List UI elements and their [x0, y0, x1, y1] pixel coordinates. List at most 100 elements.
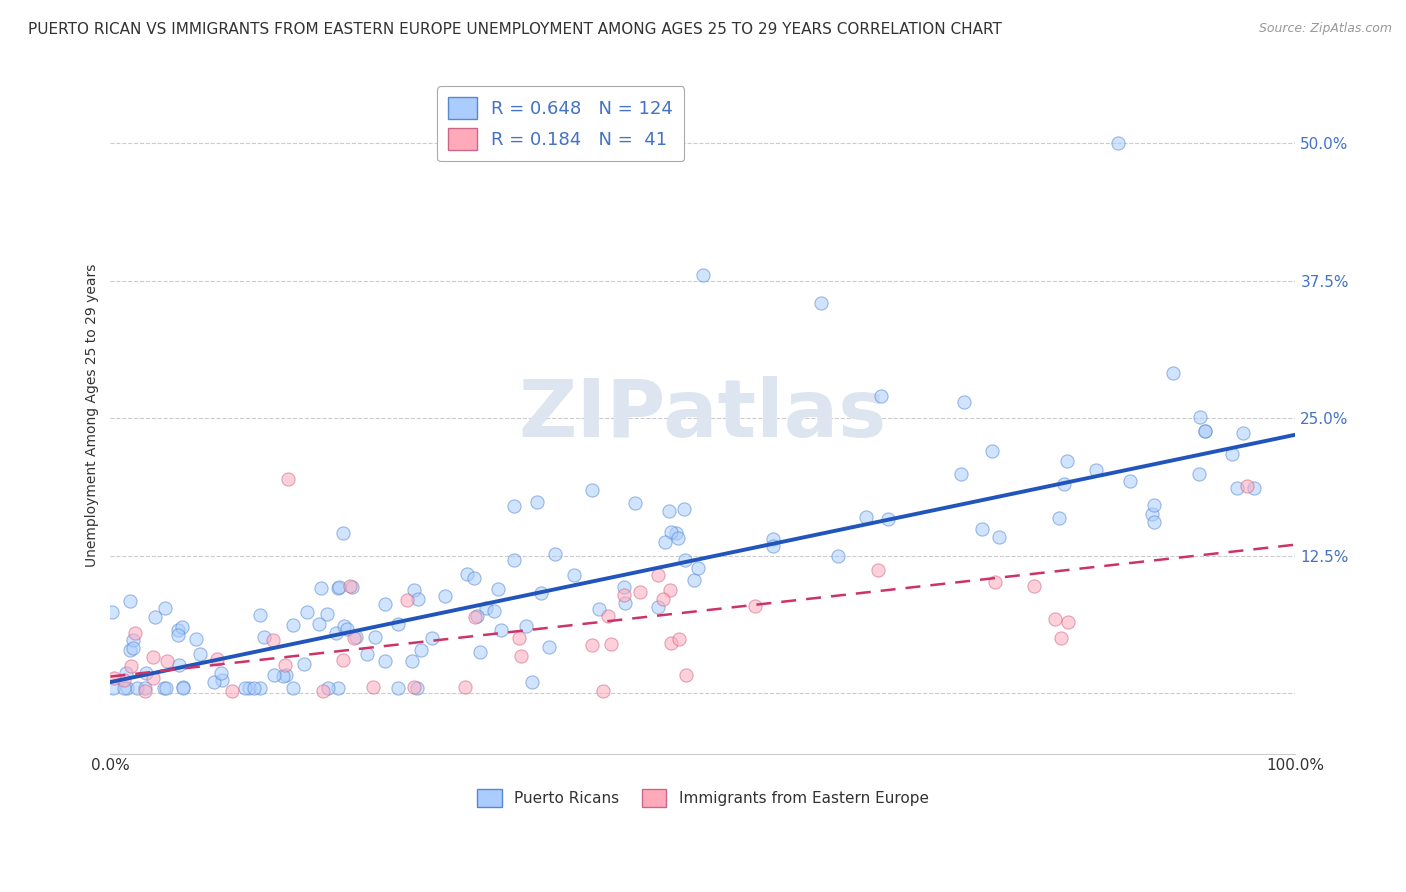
- Point: [668, 632, 690, 646]
- Point: [464, 610, 486, 624]
- Point: [135, 665, 157, 680]
- Point: [263, 667, 285, 681]
- Point: [581, 483, 603, 497]
- Point: [249, 681, 271, 695]
- Point: [1243, 481, 1265, 495]
- Point: [1024, 578, 1046, 592]
- Point: [283, 618, 305, 632]
- Point: [122, 632, 145, 647]
- Point: [659, 636, 682, 650]
- Point: [454, 680, 477, 694]
- Point: [659, 524, 682, 539]
- Point: [613, 596, 636, 610]
- Point: [658, 504, 681, 518]
- Point: [654, 535, 676, 549]
- Point: [153, 600, 176, 615]
- Point: [233, 681, 256, 695]
- Point: [166, 624, 188, 638]
- Point: [628, 585, 651, 599]
- Point: [277, 472, 299, 486]
- Text: ZIPatlas: ZIPatlas: [519, 376, 887, 455]
- Point: [612, 580, 634, 594]
- Point: [374, 597, 396, 611]
- Point: [482, 603, 505, 617]
- Point: [1194, 424, 1216, 438]
- Point: [153, 681, 176, 695]
- Point: [395, 592, 418, 607]
- Point: [115, 666, 138, 681]
- Point: [344, 630, 367, 644]
- Point: [876, 512, 898, 526]
- Point: [456, 566, 478, 581]
- Point: [188, 647, 211, 661]
- Point: [588, 601, 610, 615]
- Point: [762, 540, 785, 554]
- Point: [983, 575, 1005, 590]
- Point: [581, 638, 603, 652]
- Point: [475, 601, 498, 615]
- Point: [502, 553, 524, 567]
- Point: [988, 530, 1011, 544]
- Point: [624, 496, 647, 510]
- Point: [761, 532, 783, 546]
- Point: [1140, 507, 1163, 521]
- Point: [112, 681, 135, 695]
- Point: [686, 561, 709, 575]
- Point: [155, 681, 177, 695]
- Point: [405, 681, 427, 695]
- Point: [672, 502, 695, 516]
- Point: [526, 494, 548, 508]
- Point: [1143, 516, 1166, 530]
- Point: [1049, 631, 1071, 645]
- Point: [205, 652, 228, 666]
- Point: [332, 525, 354, 540]
- Point: [404, 681, 426, 695]
- Point: [142, 650, 165, 665]
- Point: [141, 671, 163, 685]
- Point: [115, 681, 138, 695]
- Point: [404, 582, 426, 597]
- Point: [409, 643, 432, 657]
- Point: [262, 633, 284, 648]
- Point: [952, 394, 974, 409]
- Point: [652, 592, 675, 607]
- Point: [503, 499, 526, 513]
- Point: [316, 681, 339, 695]
- Point: [1043, 612, 1066, 626]
- Point: [336, 622, 359, 636]
- Point: [202, 675, 225, 690]
- Point: [683, 573, 706, 587]
- Point: [118, 643, 141, 657]
- Point: [647, 599, 669, 614]
- Point: [613, 588, 636, 602]
- Point: [1188, 409, 1211, 424]
- Point: [309, 581, 332, 595]
- Point: [508, 631, 530, 645]
- Point: [340, 580, 363, 594]
- Point: [869, 389, 891, 403]
- Point: [673, 552, 696, 566]
- Point: [647, 567, 669, 582]
- Point: [1236, 479, 1258, 493]
- Point: [1047, 511, 1070, 525]
- Point: [343, 631, 366, 645]
- Point: [143, 610, 166, 624]
- Point: [562, 568, 585, 582]
- Point: [325, 626, 347, 640]
- Point: [980, 444, 1002, 458]
- Point: [486, 582, 509, 596]
- Point: [520, 674, 543, 689]
- Point: [112, 673, 135, 687]
- Point: [658, 583, 681, 598]
- Point: [1056, 453, 1078, 467]
- Point: [315, 607, 337, 621]
- Point: [515, 619, 537, 633]
- Point: [274, 668, 297, 682]
- Text: Source: ZipAtlas.com: Source: ZipAtlas.com: [1258, 22, 1392, 36]
- Point: [1161, 366, 1184, 380]
- Point: [121, 641, 143, 656]
- Point: [328, 580, 350, 594]
- Point: [326, 681, 349, 695]
- Point: [308, 616, 330, 631]
- Point: [184, 632, 207, 646]
